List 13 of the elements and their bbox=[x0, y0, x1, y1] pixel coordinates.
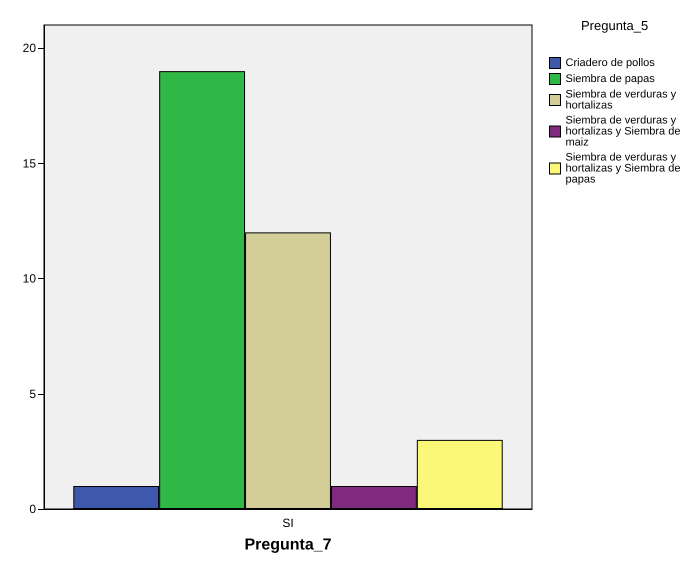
legend-label: Siembra de verduras y hortalizas bbox=[566, 88, 680, 112]
legend-label: Criadero de pollos bbox=[566, 57, 656, 69]
legend-label: Siembra de verduras y hortalizas y Siembra de maiz bbox=[566, 114, 684, 148]
y-tick-label: 5 bbox=[29, 386, 36, 401]
y-tick-label: 20 bbox=[22, 41, 36, 56]
y-tick-label: 0 bbox=[29, 502, 36, 516]
y-tick-label: 10 bbox=[22, 272, 36, 286]
legend-title: Pregunta_5 bbox=[581, 18, 648, 33]
legend-label: Siembra de papas bbox=[566, 73, 656, 85]
x-tick-label: SI bbox=[282, 516, 294, 530]
y-tick-label: 15 bbox=[22, 156, 36, 170]
legend-label: Siembra de verduras y hortalizas y Siembra de papas bbox=[566, 152, 684, 186]
x-axis-title: Pregunta_7 bbox=[244, 536, 332, 554]
